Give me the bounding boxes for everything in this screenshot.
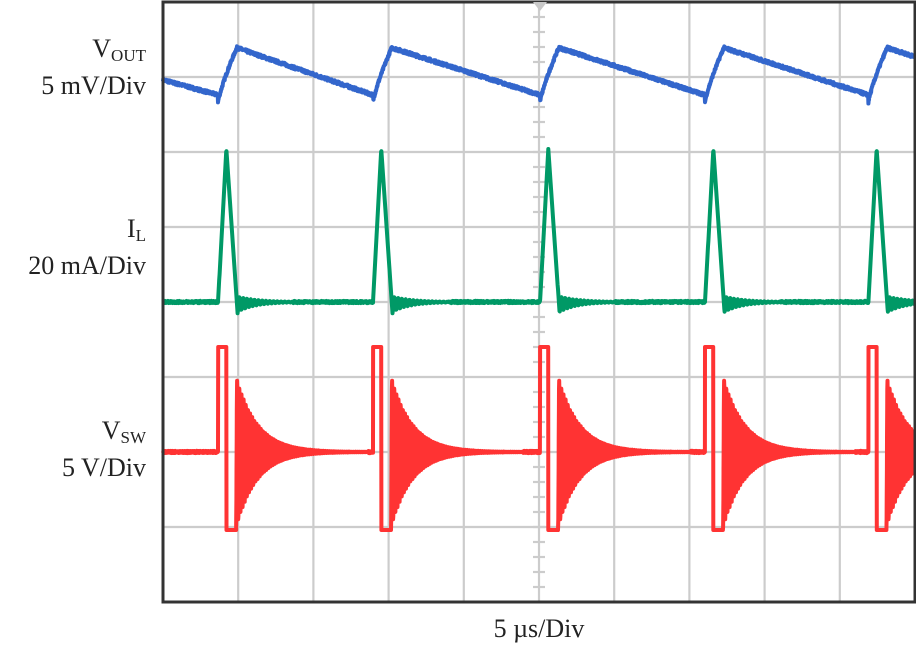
vout-scale: 5 mV/Div <box>41 71 146 100</box>
vsw-name: V <box>101 416 121 445</box>
il-scale: 20 mA/Div <box>28 251 146 280</box>
traces <box>161 44 916 532</box>
vout-label: VOUT 5 mV/Div <box>41 34 146 101</box>
vsw-label: VSW 5 V/Div <box>62 416 146 483</box>
il-trace <box>161 147 916 316</box>
trigger-marker <box>533 2 547 11</box>
il-sub: L <box>135 226 146 245</box>
vsw-scale: 5 V/Div <box>61 453 146 482</box>
vsw-trace <box>161 345 916 532</box>
il-label: IL 20 mA/Div <box>28 214 146 281</box>
il-name: I <box>126 214 136 243</box>
vout-name: V <box>92 34 112 63</box>
vout-sub: OUT <box>111 46 146 65</box>
x-axis-label: 5 µs/Div <box>493 614 585 643</box>
vsw-sub: SW <box>120 428 147 447</box>
vout-trace <box>161 44 916 106</box>
